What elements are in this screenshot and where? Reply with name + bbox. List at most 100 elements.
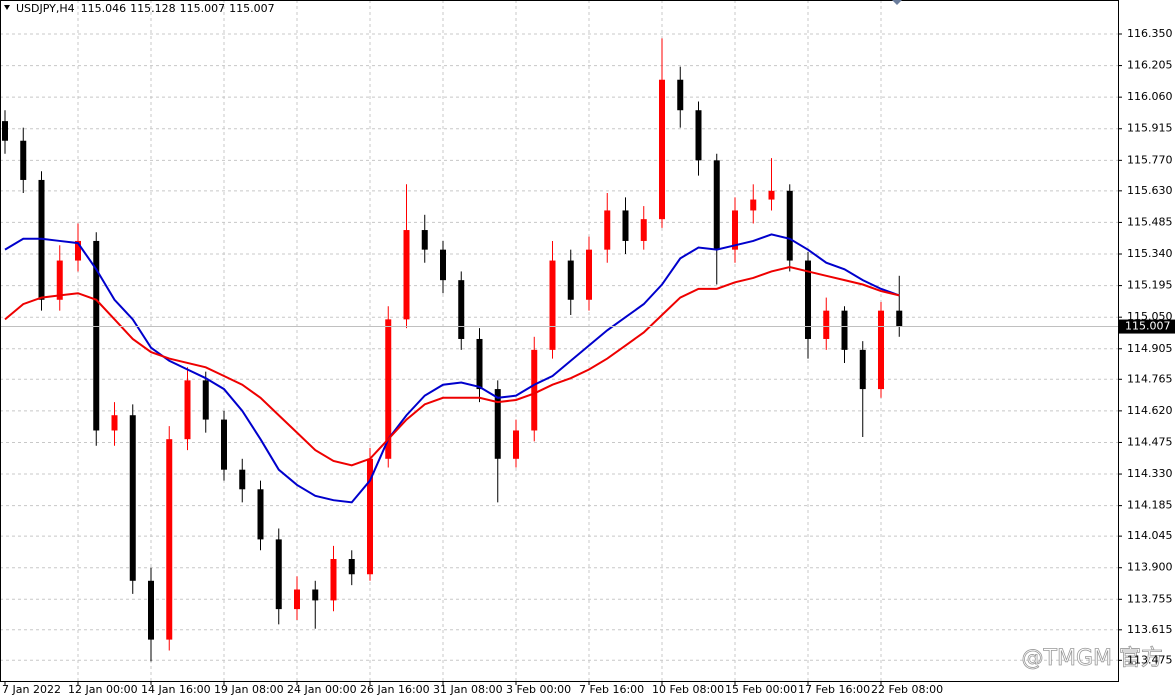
x-tick-label: 14 Jan 16:00 <box>141 683 211 696</box>
y-tick-label: 113.900 <box>1127 561 1173 574</box>
candle-body <box>659 79 665 220</box>
candle-body <box>385 319 392 459</box>
x-tick-label: 26 Jan 16:00 <box>360 683 430 696</box>
y-tick-label: 114.905 <box>1127 342 1173 355</box>
candle-body <box>166 439 173 640</box>
candle-body <box>513 430 519 459</box>
candle-body <box>148 580 154 640</box>
candle-body <box>20 140 27 180</box>
y-tick-label: 113.475 <box>1127 653 1173 666</box>
y-tick-label: 115.340 <box>1127 247 1173 260</box>
candle-body <box>239 469 246 490</box>
x-tick-label: 31 Jan 08:00 <box>433 683 503 696</box>
candle-body <box>367 458 373 575</box>
candle-body <box>56 260 63 300</box>
candle-body <box>476 338 483 390</box>
plot-border <box>0 0 1119 682</box>
candle-body <box>403 230 410 320</box>
candle-body <box>859 349 866 390</box>
moving-average <box>4 266 900 467</box>
candle-body <box>786 190 793 261</box>
candle-body <box>549 260 556 350</box>
candle-body <box>841 310 848 350</box>
x-tick-label: 15 Feb 00:00 <box>725 683 797 696</box>
y-tick-label: 115.630 <box>1127 184 1173 197</box>
y-tick-label: 115.770 <box>1127 153 1173 166</box>
chart-title: USDJPY,H4 <box>16 2 75 15</box>
candle-body <box>330 559 337 601</box>
x-tick-label: 19 Jan 08:00 <box>214 683 284 696</box>
candle-body <box>257 489 264 540</box>
candle-body <box>312 589 319 601</box>
candle-body <box>695 110 702 161</box>
y-tick-label: 114.765 <box>1127 372 1173 385</box>
y-tick-label: 115.195 <box>1127 279 1173 292</box>
candle-body <box>202 380 209 420</box>
candle-body <box>184 380 191 440</box>
y-tick-label: 114.045 <box>1127 529 1173 542</box>
y-tick-label: 113.615 <box>1127 623 1173 636</box>
candle-body <box>750 199 757 211</box>
moving-average <box>4 233 900 504</box>
x-tick-label: 12 Jan 00:00 <box>68 683 138 696</box>
candle-body <box>494 389 501 459</box>
header-value: 115.128 <box>130 2 176 15</box>
candle-body <box>421 230 428 250</box>
menu-arrow[interactable] <box>4 5 10 10</box>
candle-body <box>805 260 811 339</box>
grid <box>0 0 1118 681</box>
candle-body <box>878 310 884 390</box>
y-tick-label: 116.060 <box>1127 90 1173 103</box>
y-tick-label: 114.330 <box>1127 467 1173 480</box>
candle-body <box>93 240 100 431</box>
candle-body <box>221 419 227 470</box>
candle-body <box>75 240 81 261</box>
candle-body <box>732 210 738 250</box>
x-tick-label: 7 Feb 16:00 <box>579 683 644 696</box>
y-tick-label: 114.475 <box>1127 435 1173 448</box>
candle-body <box>586 249 592 300</box>
candle-body <box>129 415 136 581</box>
x-tick-label: 7 Jan 2022 <box>2 683 61 696</box>
candle-body <box>2 121 8 141</box>
candle-body <box>823 310 830 339</box>
current-price-box <box>1119 319 1175 334</box>
candle-body <box>567 260 574 300</box>
candle-body <box>604 210 611 250</box>
candle-body <box>896 310 903 327</box>
candle-body <box>294 589 300 610</box>
shift-marker[interactable] <box>892 0 902 5</box>
candle-body <box>440 249 446 281</box>
candle-body <box>531 349 538 431</box>
watermark: @TMGM 官方 <box>1022 646 1163 671</box>
x-tick-label: 24 Jan 00:00 <box>287 683 357 696</box>
y-tick-label: 114.185 <box>1127 499 1173 512</box>
y-tick-label: 116.350 <box>1127 27 1173 40</box>
y-tick-label: 113.755 <box>1127 592 1173 605</box>
y-tick-label: 115.485 <box>1127 215 1173 228</box>
y-tick-label: 116.205 <box>1127 59 1173 72</box>
x-tick-label: 10 Feb 08:00 <box>652 683 724 696</box>
candle-body <box>640 219 647 241</box>
plot <box>0 38 1118 662</box>
current-price-label: 115.007 <box>1125 320 1171 333</box>
candle-body <box>677 79 684 111</box>
candle-body <box>275 539 282 610</box>
header-value: 115.007 <box>229 2 275 15</box>
header-value: 115.046 <box>81 2 127 15</box>
y-tick-label: 115.915 <box>1127 122 1173 135</box>
candle-body <box>768 190 775 200</box>
x-tick-label: 17 Feb 16:00 <box>798 683 870 696</box>
candle-body <box>38 179 45 300</box>
header-value: 115.007 <box>180 2 226 15</box>
candle-body <box>458 280 465 339</box>
x-tick-label: 3 Feb 00:00 <box>506 683 571 696</box>
candle-body <box>622 210 629 241</box>
x-tick-label: 22 Feb 08:00 <box>871 683 943 696</box>
candle-body <box>348 559 355 575</box>
candle-body <box>111 415 118 431</box>
candle-body <box>713 160 720 250</box>
y-tick-label: 114.620 <box>1127 404 1173 417</box>
